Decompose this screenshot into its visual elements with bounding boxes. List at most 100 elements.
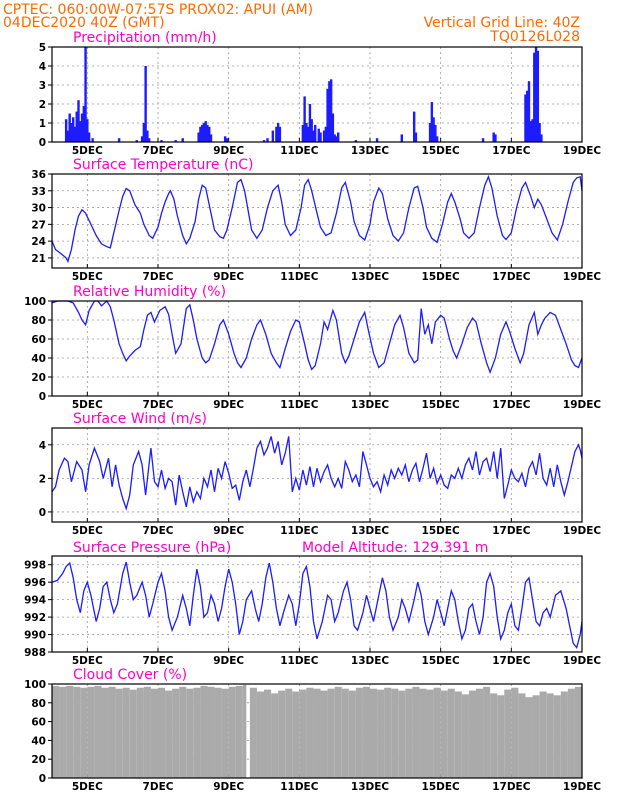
precip-xtick-label: 9DEC: [213, 145, 244, 157]
cloud-bar: [101, 687, 109, 778]
header-line2: 04DEC2020 40Z (GMT): [3, 15, 165, 31]
cloud-ytick-label: 80: [31, 698, 46, 710]
wind-ytick-label: 0: [39, 507, 46, 519]
cloud-bar: [560, 691, 568, 778]
rh-xtick-label: 19DEC: [563, 399, 602, 411]
precip-bar: [160, 140, 163, 142]
pressure-xtick-label: 11DEC: [280, 655, 319, 667]
temp-title: Surface Temperature (nC): [73, 157, 254, 173]
precip-bar: [84, 47, 87, 142]
model-altitude: Model Altitude: 129.391 m: [302, 540, 488, 556]
precip-bar: [87, 132, 91, 142]
cloud-bar: [518, 693, 526, 778]
precip-bar: [204, 121, 207, 142]
cloud-ytick-label: 100: [24, 679, 46, 691]
cloud-bar: [476, 688, 484, 778]
cloud-bar: [66, 685, 74, 778]
precip-bar: [428, 123, 432, 142]
wind-ytick-label: 4: [39, 440, 46, 452]
rh-ytick-label: 40: [31, 353, 46, 365]
precip-bar: [494, 134, 497, 142]
precip-bar: [534, 47, 538, 142]
wind-xtick-label: 5DEC: [72, 525, 103, 537]
cloud-bar: [546, 693, 554, 778]
precip-bar: [329, 79, 333, 142]
precip-bar: [80, 113, 84, 142]
cloud-bar: [327, 688, 335, 778]
precip-bar: [308, 104, 312, 142]
cloud-xtick-label: 9DEC: [213, 781, 244, 793]
temp-ytick-label: 21: [31, 253, 46, 265]
cloud-bar: [285, 688, 293, 778]
precip-ytick-label: 3: [39, 80, 46, 92]
cloud-bar: [150, 688, 158, 778]
cloud-bar: [136, 687, 144, 778]
precip-xtick-label: 7DEC: [143, 145, 174, 157]
precip-bar: [524, 94, 527, 142]
cloud-xtick-label: 15DEC: [422, 781, 461, 793]
precip-bar: [199, 126, 202, 142]
rh-xtick-label: 9DEC: [213, 399, 244, 411]
cloud-xtick-label: 19DEC: [563, 781, 602, 793]
cloud-bar: [370, 688, 378, 778]
cloud-bar: [306, 687, 314, 778]
cloud-bar: [80, 687, 88, 778]
precip-ytick-label: 2: [39, 99, 46, 111]
precip-bar: [75, 111, 78, 142]
rh-xtick-label: 5DEC: [72, 399, 103, 411]
precip-bar: [64, 119, 68, 142]
pressure-ytick-label: 988: [24, 647, 46, 659]
cloud-bar: [497, 695, 505, 778]
precip-bar: [135, 140, 138, 142]
rh-series-line: [51, 299, 583, 375]
rh-title: Relative Humidity (%): [73, 284, 226, 300]
pressure-panel: 5DEC 7DEC 9DEC 11DEC 13DEC 15DEC 17DEC 19DEC 988…: [24, 555, 601, 667]
cloud-bar: [391, 688, 399, 778]
cloud-bar: [341, 688, 349, 778]
cloud-bar: [271, 693, 279, 778]
precip-bar: [492, 132, 495, 142]
precip-ytick-label: 0: [39, 137, 46, 149]
cloud-bar: [115, 688, 123, 778]
precip-bar: [181, 138, 184, 142]
cloud-bar: [143, 686, 151, 778]
cloud-bar: [278, 690, 286, 778]
temp-xtick-label: 9DEC: [213, 271, 244, 283]
pressure-title: Surface Pressure (hPa): [73, 540, 231, 556]
wind-xtick-label: 11DEC: [280, 525, 319, 537]
cloud-xtick-label: 11DEC: [280, 781, 319, 793]
rh-panel: 5DEC 7DEC 9DEC 11DEC 13DEC 15DEC 17DEC 19DEC 0 20…: [24, 296, 601, 411]
temp-xtick-label: 19DEC: [563, 271, 602, 283]
precip-ytick-label: 4: [39, 61, 46, 73]
precip-bar: [527, 81, 531, 142]
temp-xtick-label: 5DEC: [72, 271, 103, 283]
wind-xtick-label: 15DEC: [422, 525, 461, 537]
cloud-bar: [511, 687, 519, 778]
cloud-bar: [94, 685, 102, 778]
cloud-bar: [73, 686, 81, 778]
cloud-bar: [186, 688, 194, 778]
cloud-ytick-label: 40: [31, 735, 46, 747]
precip-bar: [266, 138, 269, 142]
cloud-bar: [412, 686, 420, 778]
precip-bar: [312, 130, 315, 142]
temp-xtick-label: 7DEC: [143, 271, 174, 283]
cloud-ytick-label: 0: [39, 773, 46, 785]
cloud-bar: [468, 690, 476, 778]
precip-bar: [317, 128, 320, 142]
precip-bar: [77, 100, 80, 142]
rh-ytick-label: 80: [31, 315, 46, 327]
cloud-bar: [108, 686, 116, 778]
precip-bar: [375, 138, 379, 142]
precip-bar: [337, 132, 340, 142]
cloud-bar: [193, 687, 201, 778]
temp-frame: [51, 173, 583, 269]
cloud-bar: [264, 689, 272, 778]
precip-bar: [435, 136, 439, 142]
wind-xtick-label: 19DEC: [563, 525, 602, 537]
rh-ytick-label: 100: [24, 296, 46, 308]
cloud-xtick-label: 17DEC: [492, 781, 531, 793]
precip-xtick-label: 19DEC: [563, 145, 602, 157]
precip-bar: [142, 123, 146, 142]
precip-panel: 5DEC 7DEC 9DEC 11DEC 13DEC 15DEC 17DEC 19DEC 0 1 2…: [39, 42, 602, 157]
